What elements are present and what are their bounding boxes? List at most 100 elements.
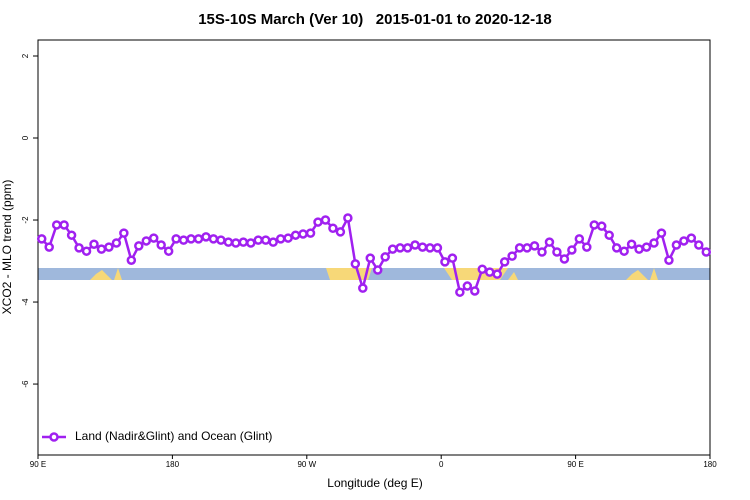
x-tick-label: 90 W bbox=[297, 460, 316, 469]
point bbox=[148, 233, 159, 243]
point bbox=[260, 235, 271, 245]
point bbox=[328, 223, 338, 233]
point bbox=[402, 243, 413, 253]
point bbox=[178, 235, 189, 245]
point bbox=[238, 237, 249, 247]
x-tick-label: 90 E bbox=[30, 460, 46, 469]
chart-title: 15S-10S March (Ver 10) 2015-01-01 to 202… bbox=[198, 11, 552, 28]
point bbox=[74, 243, 84, 253]
point bbox=[372, 265, 383, 275]
x-tick-label: 0 bbox=[439, 460, 444, 469]
point bbox=[596, 221, 607, 231]
point bbox=[686, 233, 697, 243]
point bbox=[649, 238, 659, 248]
point bbox=[66, 230, 77, 240]
point bbox=[589, 220, 600, 230]
point bbox=[544, 237, 555, 247]
point bbox=[701, 247, 712, 257]
point bbox=[604, 230, 614, 240]
legend-marker bbox=[49, 432, 59, 442]
x-axis-label: Longitude (deg E) bbox=[327, 476, 422, 490]
point bbox=[522, 243, 532, 253]
x-tick-label: 180 bbox=[166, 460, 180, 469]
point bbox=[559, 254, 570, 264]
point bbox=[119, 228, 129, 238]
x-tick-label: 180 bbox=[703, 460, 717, 469]
point bbox=[223, 237, 234, 247]
point bbox=[268, 237, 278, 247]
point bbox=[582, 242, 592, 252]
point bbox=[432, 243, 443, 253]
point bbox=[290, 230, 301, 240]
point bbox=[395, 243, 405, 253]
series-line bbox=[40, 214, 708, 295]
point bbox=[171, 234, 181, 244]
legend-label: Land (Nadir&Glint) and Ocean (Glint) bbox=[75, 429, 272, 443]
point bbox=[358, 283, 368, 293]
point bbox=[81, 246, 92, 256]
point bbox=[104, 242, 114, 252]
point bbox=[253, 235, 264, 245]
point bbox=[671, 240, 682, 250]
point bbox=[246, 238, 256, 248]
point bbox=[462, 281, 473, 291]
x-tick-label: 90 E bbox=[567, 460, 583, 469]
point bbox=[529, 241, 540, 251]
point bbox=[455, 287, 465, 297]
point bbox=[552, 247, 562, 257]
point bbox=[313, 217, 323, 227]
y-tick-label: 0 bbox=[21, 135, 30, 140]
point bbox=[514, 243, 525, 253]
point bbox=[619, 246, 629, 256]
land-ocean-strip bbox=[38, 268, 710, 280]
point bbox=[484, 267, 495, 277]
point bbox=[305, 228, 316, 238]
point bbox=[320, 215, 331, 225]
point bbox=[507, 251, 517, 261]
point bbox=[44, 242, 54, 252]
point bbox=[365, 253, 376, 263]
point bbox=[298, 229, 308, 239]
point bbox=[343, 213, 353, 223]
point bbox=[208, 234, 219, 244]
y-axis-label: XCO2 - MLO trend (ppm) bbox=[0, 180, 14, 315]
point bbox=[163, 246, 174, 256]
y-tick-label: -6 bbox=[21, 380, 30, 388]
point bbox=[96, 244, 107, 254]
point bbox=[626, 239, 637, 249]
point bbox=[36, 234, 47, 244]
point bbox=[492, 269, 502, 279]
point bbox=[275, 234, 286, 244]
point bbox=[447, 253, 458, 263]
point bbox=[231, 238, 241, 248]
point bbox=[186, 234, 196, 244]
point bbox=[679, 236, 689, 246]
point bbox=[499, 257, 510, 267]
point bbox=[111, 238, 122, 248]
point bbox=[410, 240, 420, 250]
point bbox=[470, 286, 480, 296]
point bbox=[641, 242, 652, 252]
y-tick-label: -4 bbox=[21, 298, 30, 306]
point bbox=[134, 241, 144, 251]
point bbox=[477, 264, 488, 274]
point bbox=[656, 228, 667, 238]
point bbox=[664, 255, 674, 265]
point bbox=[611, 243, 622, 253]
point bbox=[141, 236, 152, 246]
point bbox=[201, 232, 211, 242]
point bbox=[335, 227, 346, 237]
point bbox=[694, 240, 704, 250]
point bbox=[59, 220, 69, 230]
y-tick-label: -2 bbox=[21, 216, 30, 224]
point bbox=[417, 242, 428, 252]
point bbox=[216, 235, 226, 245]
point bbox=[283, 233, 293, 243]
point bbox=[567, 245, 577, 255]
point bbox=[380, 252, 390, 262]
point bbox=[634, 244, 644, 254]
point bbox=[89, 239, 99, 249]
plot-frame bbox=[37, 39, 711, 456]
point bbox=[51, 220, 62, 230]
